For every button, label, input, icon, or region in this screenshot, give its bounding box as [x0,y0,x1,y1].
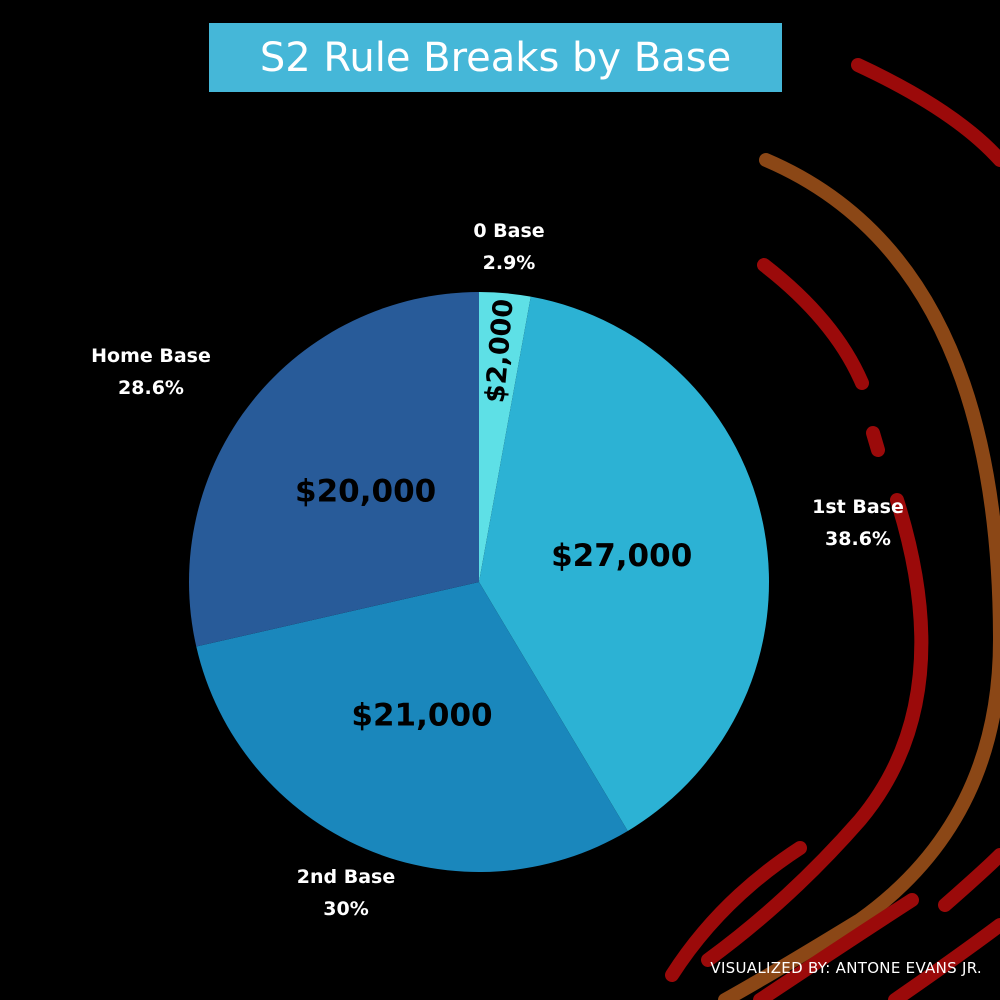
outer-label-home-base: Home Base 28.6% [91,340,211,404]
outer-label-0-base-name: 0 Base [473,220,545,242]
stripe-red-short [757,258,869,390]
outer-label-2nd-base-name: 2nd Base [296,866,396,888]
outer-label-0-base: 0 Base 2.9% [473,215,544,279]
stripe-red-corner-2 [888,918,1000,1000]
stripe-red-corner [938,848,1000,912]
pie-slice-2nd-base [196,582,628,872]
pie-value-label-1st-base: $27,000 [551,538,692,574]
stripe-red-dash [665,841,807,982]
outer-label-0-base-percent: 2.9% [482,252,536,274]
stripe-red-dot [866,426,885,457]
stripe-red-bottom [753,893,919,1000]
outer-label-2nd-base: 2nd Base 30% [297,861,395,925]
chart-title: S2 Rule Breaks by Base [259,34,732,81]
pie-value-label-home-base: $20,000 [295,474,436,510]
outer-label-1st-base-name: 1st Base [812,496,904,518]
pie-slice-1st-base [479,296,769,831]
chart-title-box: S2 Rule Breaks by Base [209,23,782,92]
pie-value-label-2nd-base: $21,000 [351,697,492,733]
stripe-red-long [701,493,929,967]
outer-label-1st-base-percent: 38.6% [825,528,891,550]
visualized-by-credit: VISUALIZED BY: ANTONE EVANS JR. [710,959,982,977]
stripe-brown [718,153,1000,1000]
outer-label-home-base-percent: 28.6% [118,377,184,399]
outer-label-1st-base: 1st Base 38.6% [812,491,904,555]
pie-slice-home-base [188,292,479,647]
outer-label-home-base-name: Home Base [91,345,211,367]
stripe-red-top [851,58,1000,167]
outer-label-2nd-base-percent: 30% [323,898,369,920]
pie-slice-0-base [479,292,531,582]
